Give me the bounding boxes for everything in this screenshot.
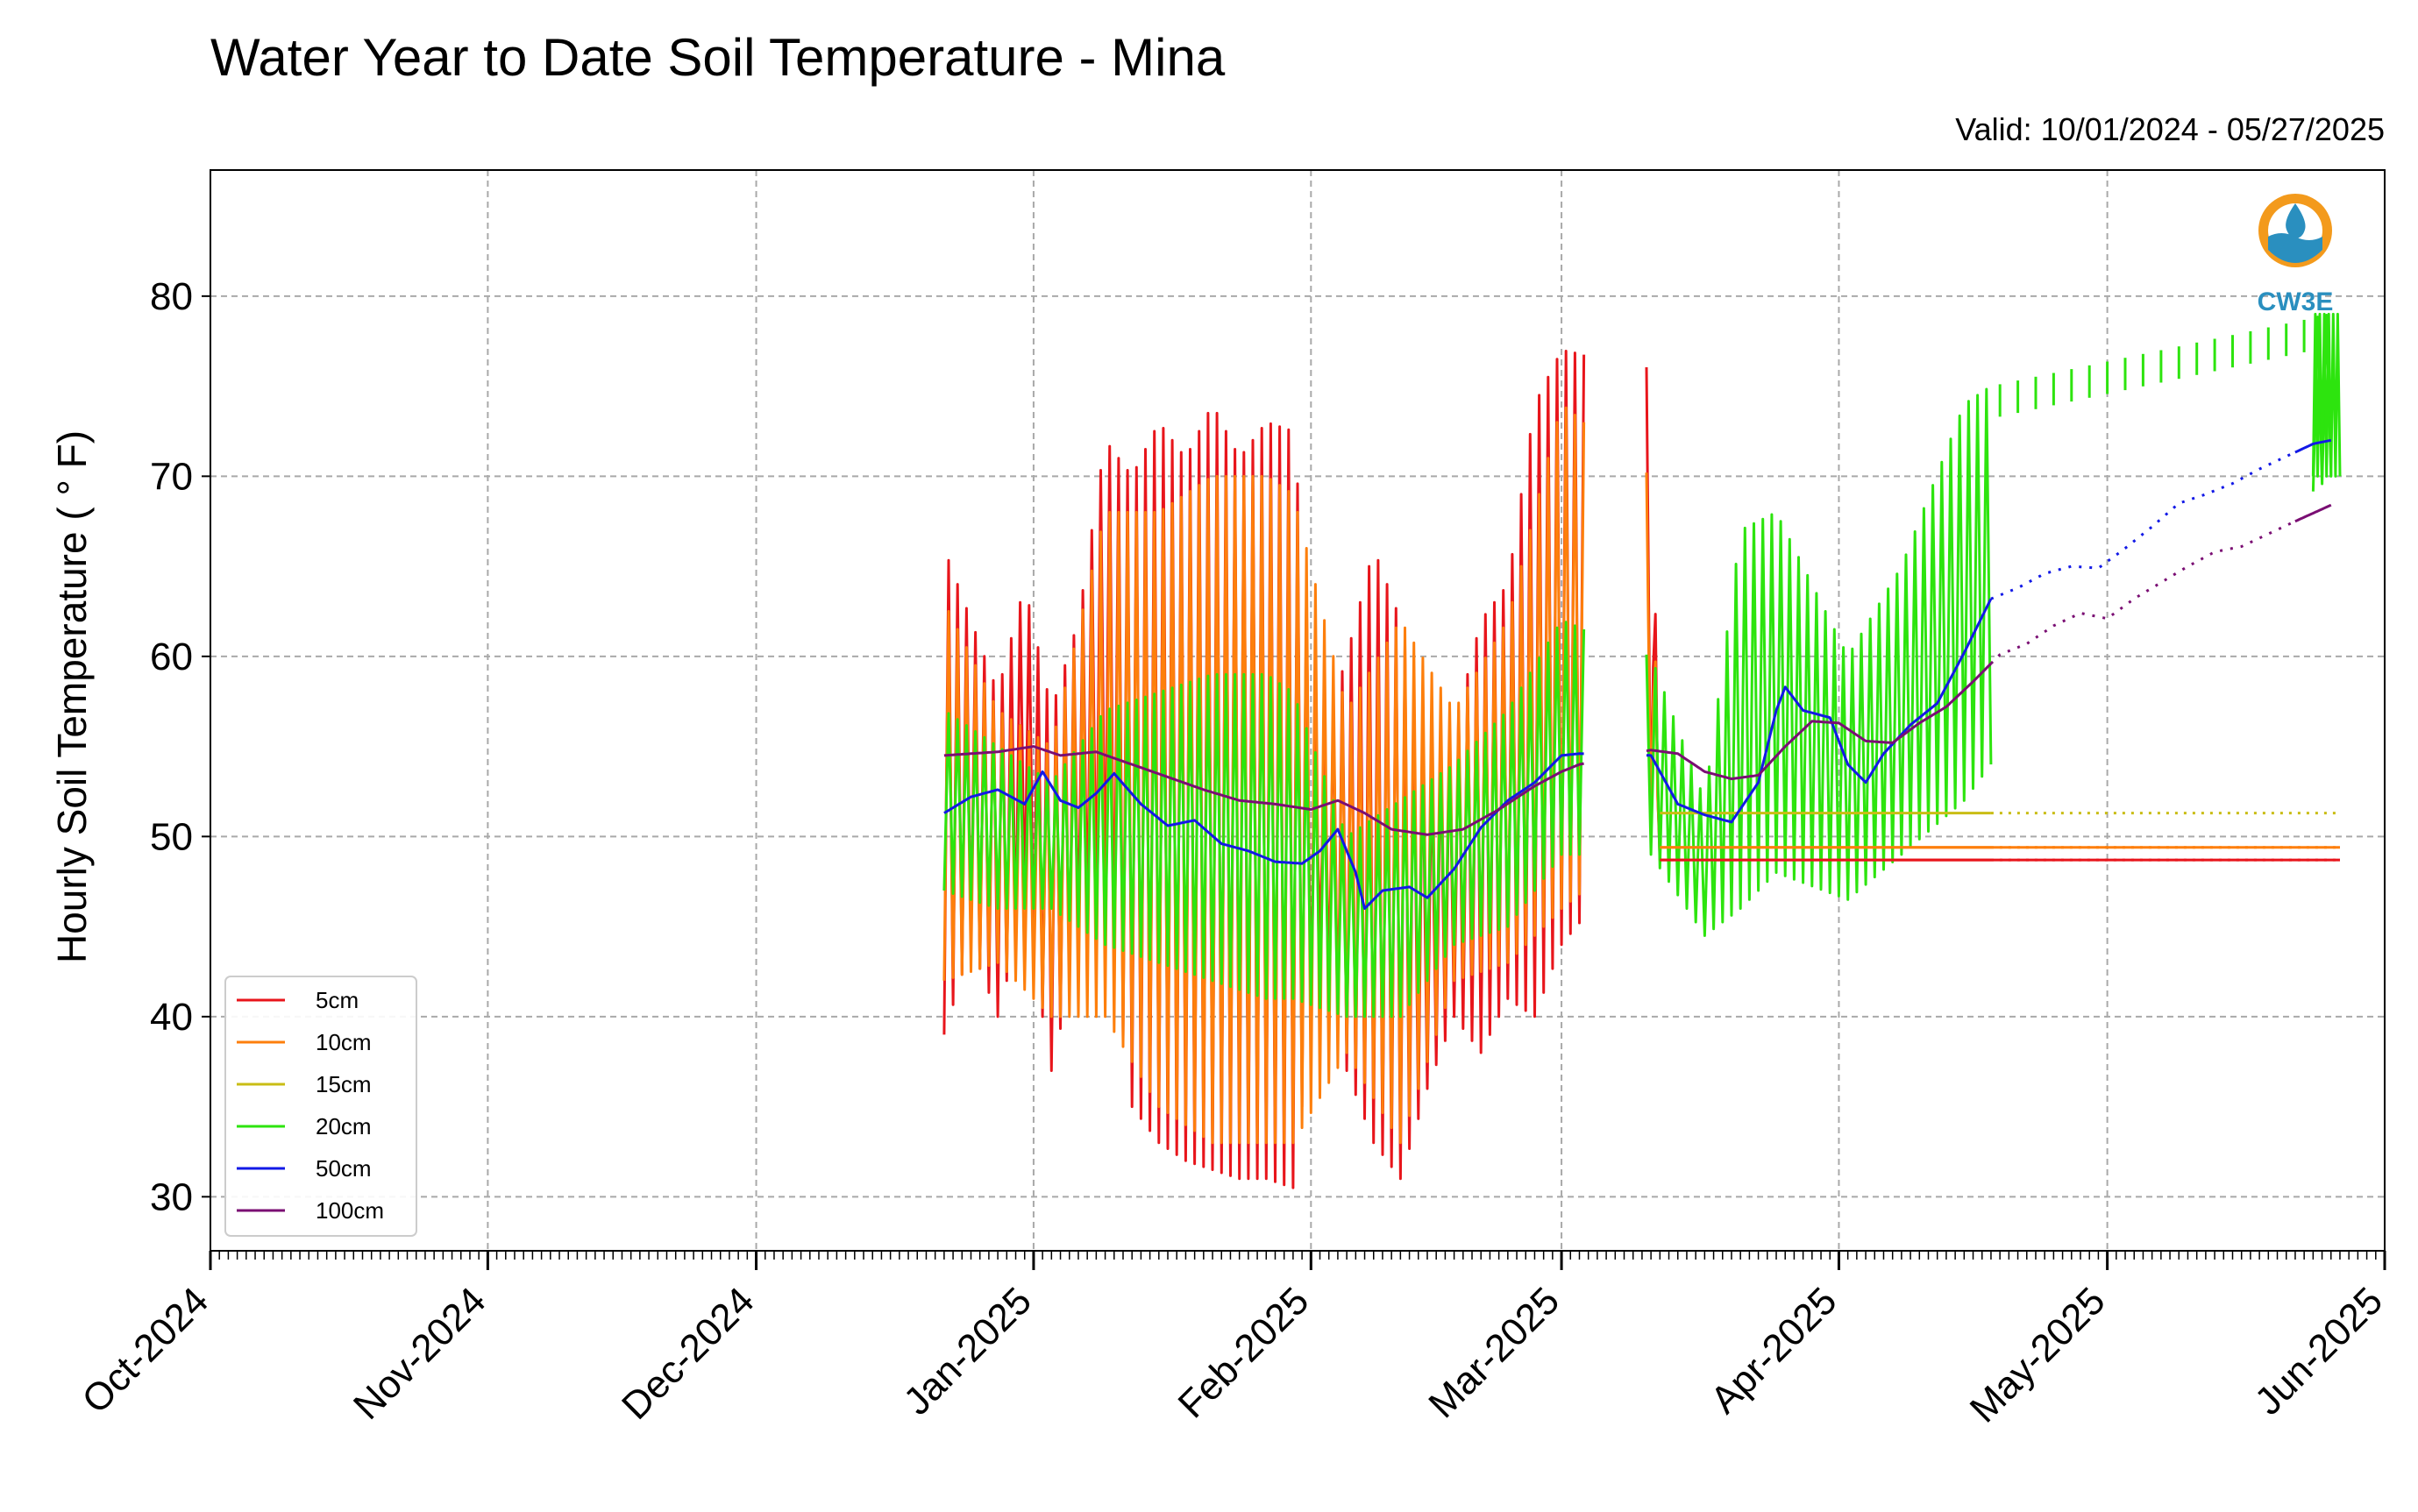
chart-title: Water Year to Date Soil Temperature - Mi… xyxy=(210,28,1226,87)
legend-label: 20cm xyxy=(316,1113,372,1139)
axis-ticks xyxy=(202,295,2386,1270)
y-tick-label: 70 xyxy=(150,455,193,498)
x-tick-labels: Oct-2024 Nov-2024 Dec-2024 Jan-2025 Feb-2025… xyxy=(74,1279,2391,1430)
series-100cm-dotted-line xyxy=(1989,520,2296,665)
y-tick-labels: 30 40 50 60 70 80 xyxy=(150,275,193,1218)
x-tick-label: May-2025 xyxy=(1962,1279,2114,1430)
x-tick-label: Oct-2024 xyxy=(74,1279,217,1422)
x-tick-label: Nov-2024 xyxy=(345,1279,494,1428)
x-tick-label: Feb-2025 xyxy=(1170,1279,1318,1426)
y-axis-label: Hourly Soil Temperature ( ° F) xyxy=(49,430,95,963)
series-50cm-line xyxy=(2294,438,2332,454)
x-tick-label: Dec-2024 xyxy=(614,1279,763,1428)
x-tick-label: Mar-2025 xyxy=(1420,1279,1568,1426)
y-tick-label: 30 xyxy=(150,1175,193,1218)
water-drop-icon xyxy=(2286,203,2306,238)
logo-label: CW3E xyxy=(2258,287,2334,316)
series-50cm-line xyxy=(943,598,1993,910)
y-tick-label: 80 xyxy=(150,275,193,318)
legend-label: 100cm xyxy=(316,1197,384,1224)
x-tick-label: Jan-2025 xyxy=(896,1279,1040,1423)
x-tick-label: Apr-2025 xyxy=(1703,1279,1846,1422)
grid-lines xyxy=(210,170,2386,1251)
x-tick-label: Jun-2025 xyxy=(2247,1279,2391,1423)
data-series xyxy=(942,312,2342,1189)
plot-frame xyxy=(210,169,2386,1252)
legend: 5cm 10cm 15cm 20cm 50cm 100cm xyxy=(224,976,417,1237)
series-100cm-line xyxy=(943,663,1992,836)
series-20cm-line xyxy=(2311,312,2342,478)
series-50cm-dotted-line xyxy=(1990,451,2296,600)
logo-wave xyxy=(2268,233,2322,263)
series-100cm-line xyxy=(2294,503,2332,523)
legend-label: 10cm xyxy=(316,1029,372,1055)
y-tick-label: 60 xyxy=(150,635,193,678)
y-tick-label: 40 xyxy=(150,996,193,1039)
y-tick-label: 50 xyxy=(150,815,193,858)
legend-label: 50cm xyxy=(316,1155,372,1182)
valid-date-range: Valid: 10/01/2024 - 05/27/2025 xyxy=(1955,111,2385,147)
legend-label: 15cm xyxy=(316,1071,372,1097)
legend-label: 5cm xyxy=(316,987,359,1013)
cw3e-logo: CW3E xyxy=(2258,194,2334,316)
